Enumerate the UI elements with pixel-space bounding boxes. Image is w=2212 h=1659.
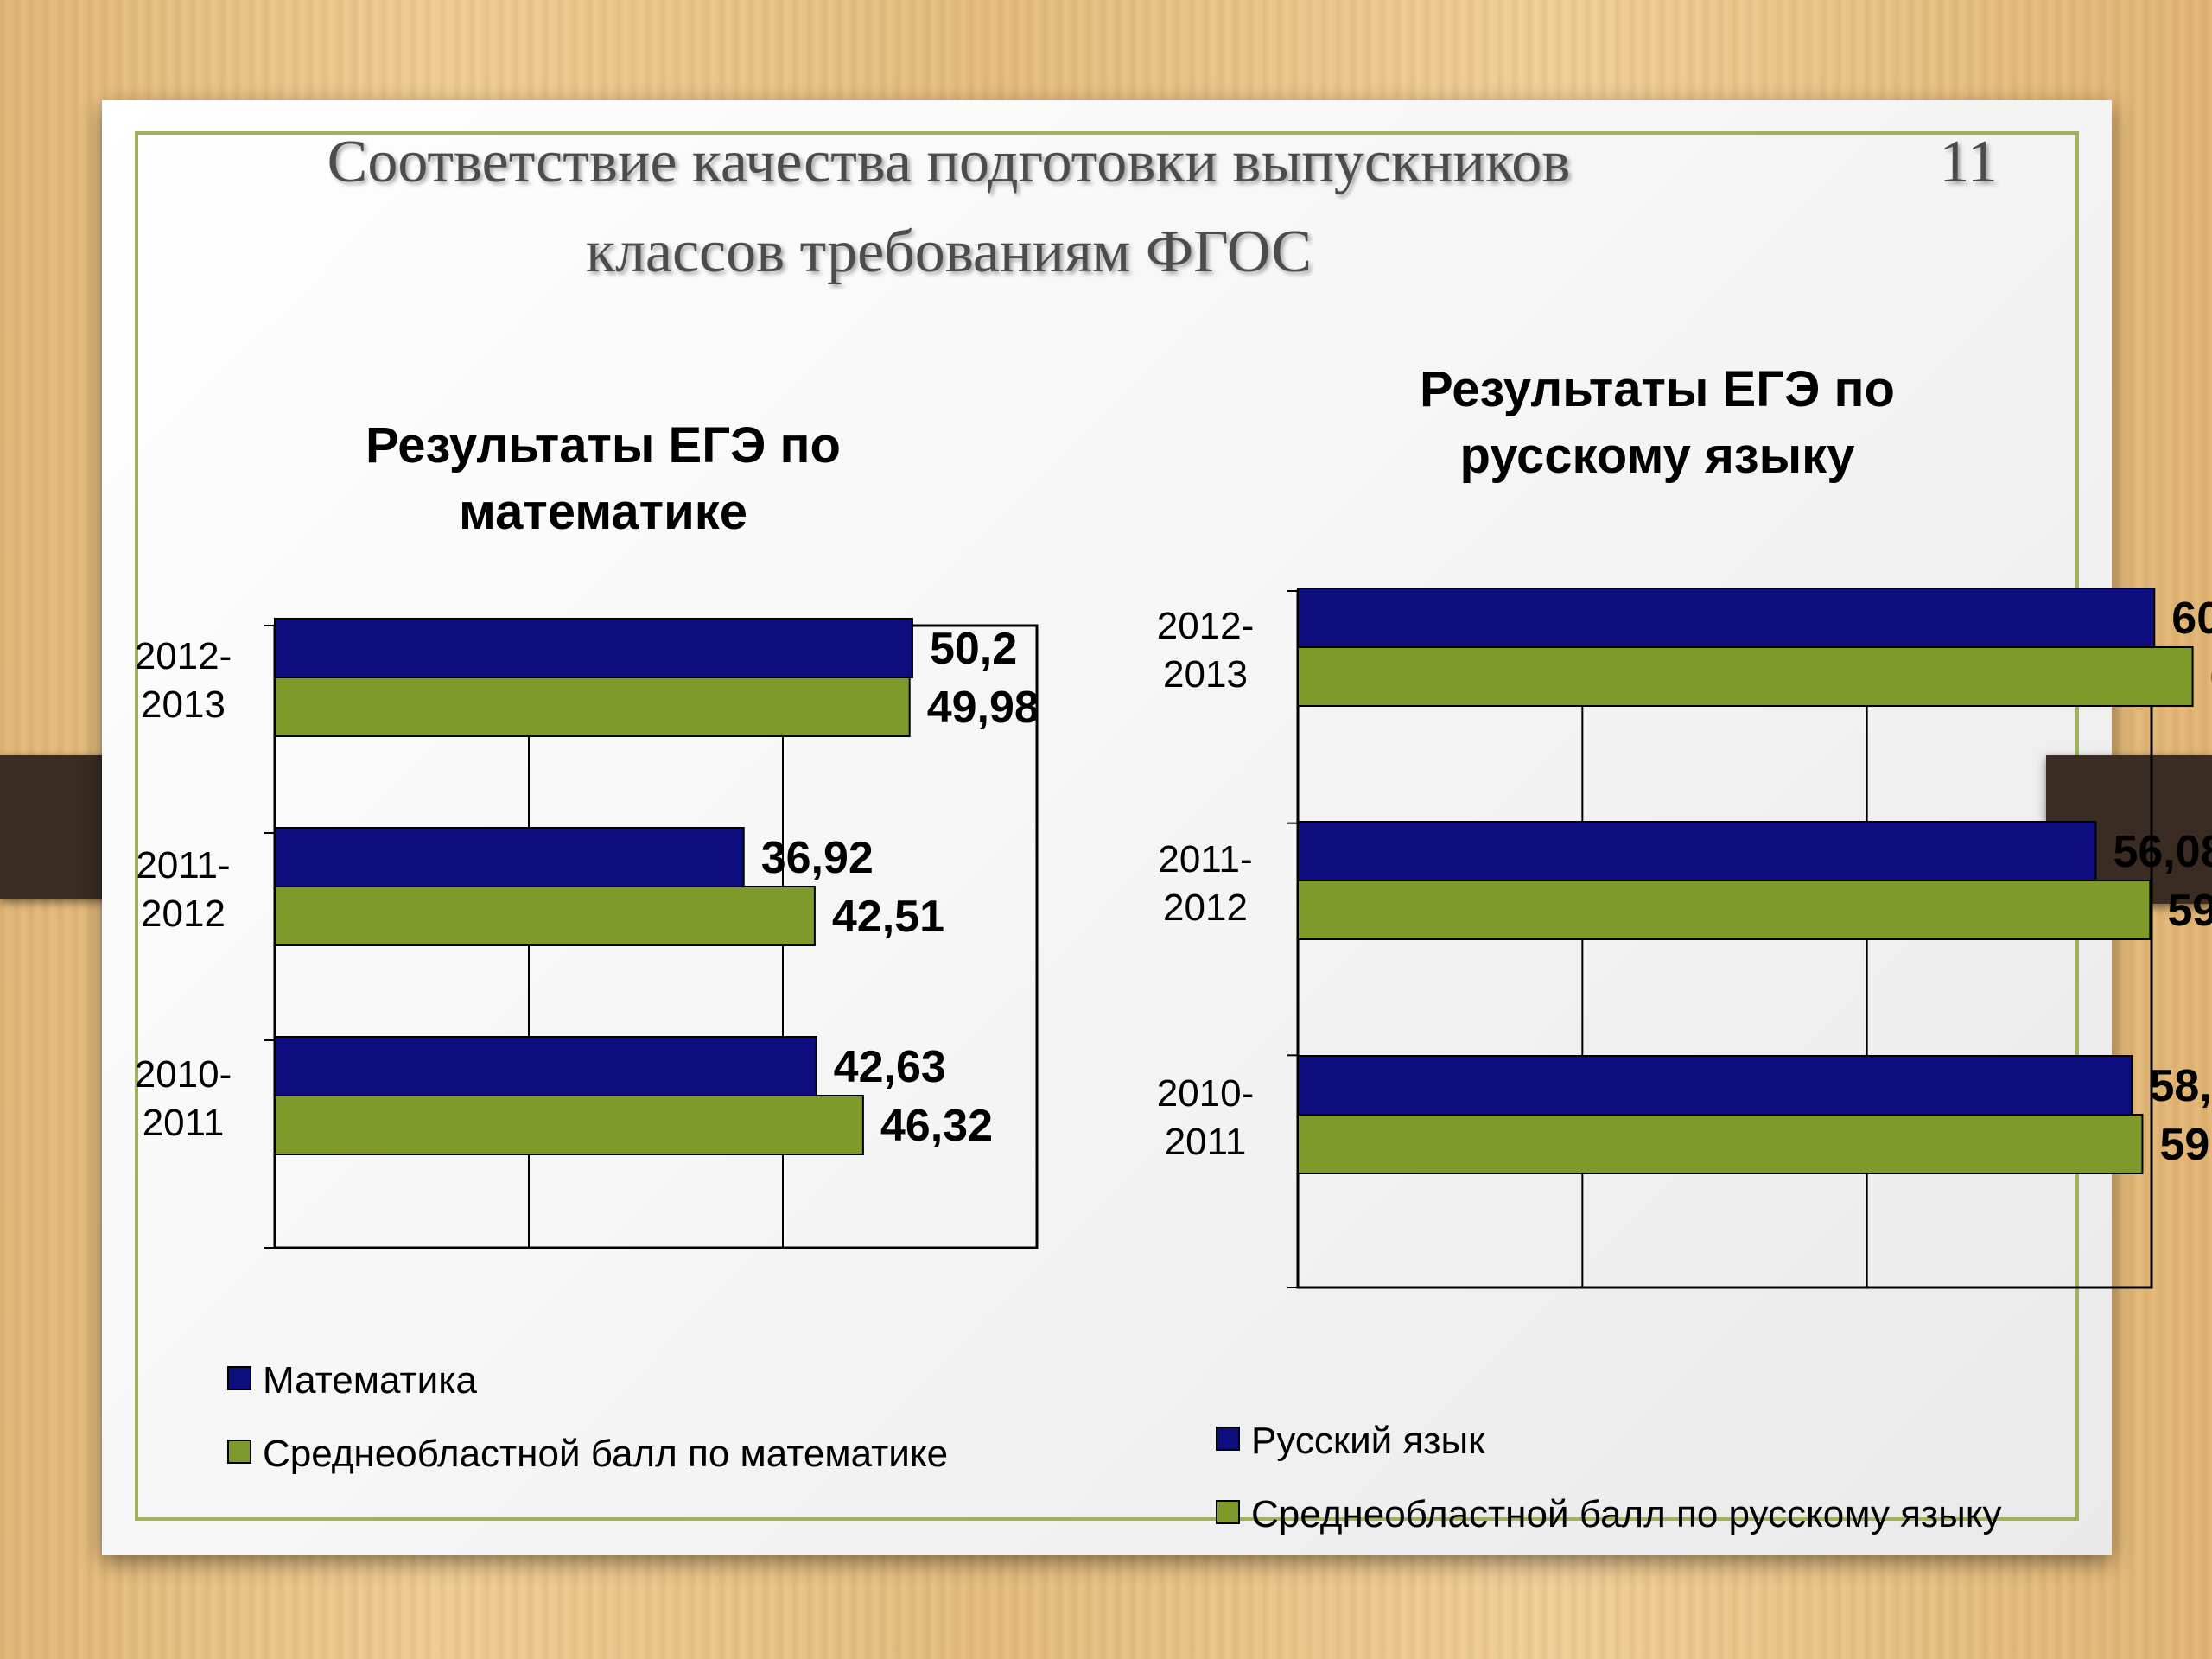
legend-label: Среднеобластной балл по математике bbox=[263, 1433, 948, 1475]
legend-swatch bbox=[1216, 1500, 1240, 1524]
legend-label: Среднеобластной балл по русскому языку bbox=[1251, 1493, 2002, 1535]
category-label: 2012 bbox=[1163, 887, 1248, 929]
bar bbox=[1297, 1055, 2133, 1116]
bar bbox=[274, 827, 745, 887]
category-label: 2012 bbox=[141, 893, 226, 935]
data-label: 42,51 bbox=[832, 892, 944, 942]
slide-title: Соответствие качества подготовки выпускн… bbox=[214, 118, 1683, 297]
bar bbox=[1297, 821, 2097, 881]
bar bbox=[1297, 880, 2152, 940]
slide-title-line-2: классов требованиям ФГОС bbox=[585, 219, 1313, 285]
category-label: 2010- bbox=[1157, 1072, 1255, 1115]
bar bbox=[274, 677, 911, 737]
category-label: 2011- bbox=[136, 844, 230, 887]
legend-label: Русский язык bbox=[1251, 1420, 1485, 1462]
data-label: 36,92 bbox=[761, 833, 874, 883]
data-label: 59,9 bbox=[2167, 886, 2212, 936]
category-label: 2010- bbox=[135, 1053, 232, 1096]
bar bbox=[1297, 646, 2194, 707]
category-label: 2013 bbox=[141, 683, 226, 726]
category-label: 2011- bbox=[1158, 838, 1252, 880]
bar bbox=[274, 1036, 817, 1096]
data-label: 49,98 bbox=[927, 683, 1039, 733]
chart-title-line: Результаты ЕГЭ по bbox=[1420, 361, 1895, 417]
data-label: 46,32 bbox=[880, 1101, 993, 1151]
data-label: 60,2 bbox=[2171, 594, 2212, 644]
bar bbox=[1297, 588, 2156, 648]
data-label: 59,36 bbox=[2159, 1120, 2212, 1170]
bar bbox=[274, 886, 816, 946]
bar bbox=[1297, 1114, 2144, 1174]
chart-title-line: Результаты ЕГЭ по bbox=[365, 417, 841, 474]
data-label: 62,89 bbox=[2210, 652, 2212, 702]
legend-swatch bbox=[1216, 1427, 1240, 1451]
category-label: 2011 bbox=[143, 1102, 225, 1144]
legend-swatch bbox=[227, 1366, 251, 1390]
data-label: 58,63 bbox=[2149, 1061, 2212, 1111]
chart-title-line: математике bbox=[459, 484, 747, 540]
data-label: 50,2 bbox=[930, 624, 1017, 674]
slide-page-number: 11 bbox=[1939, 129, 1998, 195]
bar bbox=[274, 1095, 864, 1155]
category-label: 2012- bbox=[1157, 605, 1255, 647]
data-label: 42,63 bbox=[834, 1042, 946, 1092]
legend-swatch bbox=[227, 1440, 251, 1464]
legend-label: Математика bbox=[263, 1359, 477, 1402]
data-label: 56,08 bbox=[2113, 827, 2212, 877]
category-label: 2013 bbox=[1163, 653, 1248, 696]
chart-title-line: русскому языку bbox=[1460, 428, 1855, 484]
category-label: 2012- bbox=[135, 635, 232, 677]
slide-title-line-1: Соответствие качества подготовки выпускн… bbox=[327, 129, 1571, 195]
category-label: 2011 bbox=[1165, 1121, 1247, 1163]
bar bbox=[274, 618, 913, 678]
